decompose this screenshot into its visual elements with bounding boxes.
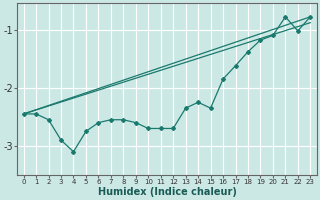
X-axis label: Humidex (Indice chaleur): Humidex (Indice chaleur) (98, 187, 236, 197)
